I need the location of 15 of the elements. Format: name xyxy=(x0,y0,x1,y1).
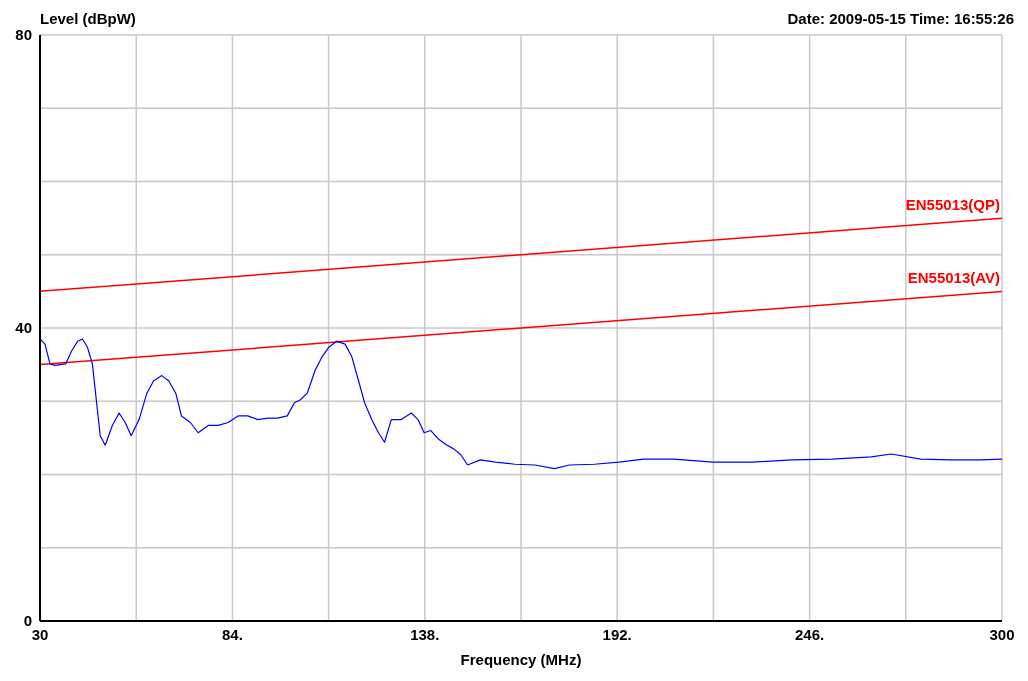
series-label: EN55013(QP) xyxy=(905,196,1000,214)
x-tick-label: 84. xyxy=(221,625,243,643)
x-tick-label: 138. xyxy=(410,625,440,643)
x-tick-label: 246. xyxy=(795,625,825,643)
y-axis-title: Level (dBpW) xyxy=(40,10,136,27)
x-axis-title: Frequency (MHz) xyxy=(460,651,582,668)
text: Date: 2009-05-15 Time: 16:55:26 xyxy=(787,10,1014,27)
x-tick-label: 192. xyxy=(602,625,632,643)
x-tick-label: 30 xyxy=(31,625,49,643)
y-tick-label: 0 xyxy=(23,612,32,630)
series-label: EN55013(AV) xyxy=(907,269,1000,287)
y-tick-label: 40 xyxy=(15,319,32,337)
x-tick-label: 300 xyxy=(989,625,1015,643)
line-series xyxy=(40,338,1002,470)
y-tick-label: 80 xyxy=(15,26,32,44)
